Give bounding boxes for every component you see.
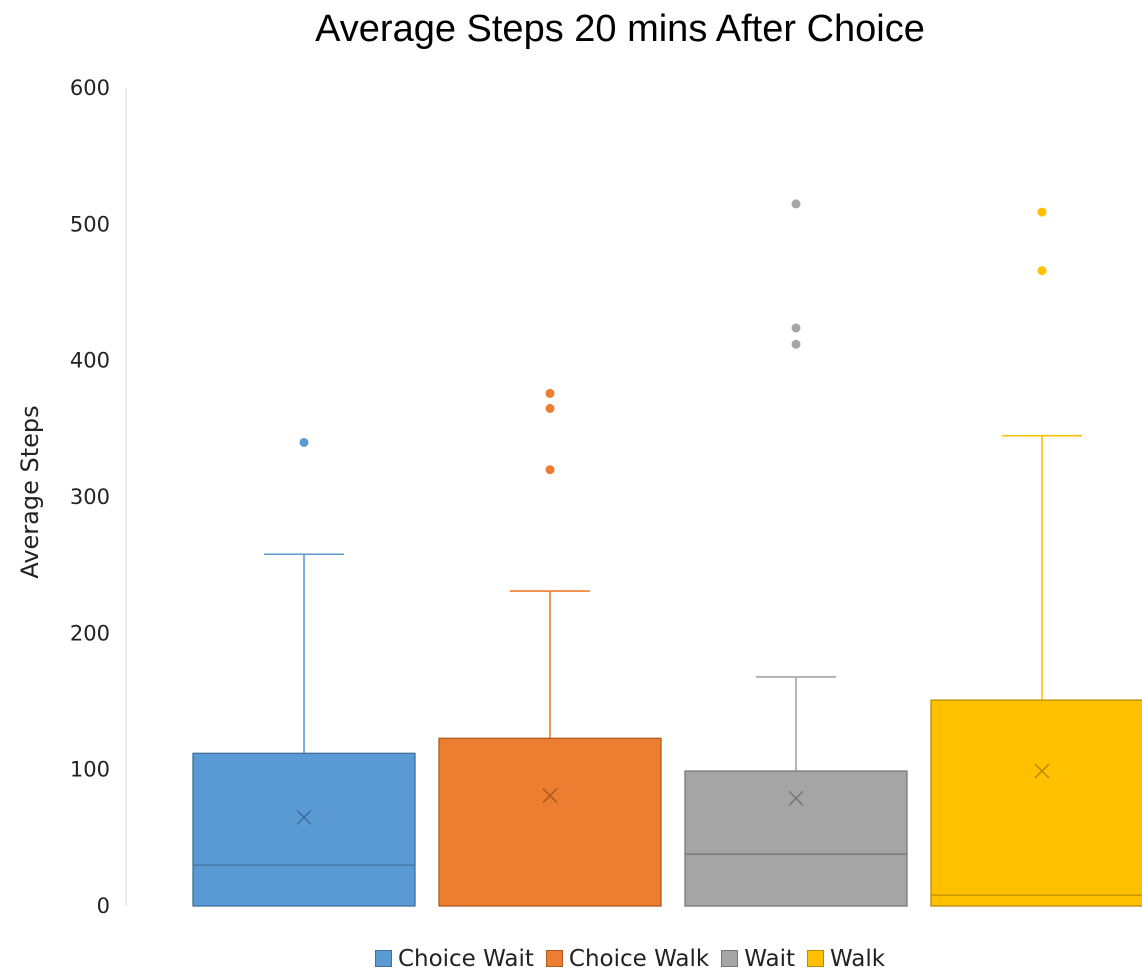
box-series [930, 207, 1142, 907]
chart-title: Average Steps 20 mins After Choice [315, 8, 925, 50]
legend: Choice Wait Choice Walk Wait Walk [0, 946, 1142, 972]
legend-label: Wait [744, 946, 795, 972]
y-tick-label: 100 [70, 758, 110, 782]
outlier-point [791, 339, 801, 349]
y-tick-label: 600 [70, 76, 110, 100]
legend-label: Choice Walk [568, 946, 710, 972]
y-tick-label: 500 [70, 212, 110, 236]
y-tick-label: 400 [70, 349, 110, 373]
outlier-point [299, 437, 309, 447]
y-tick-label: 200 [70, 621, 110, 645]
legend-swatch [721, 950, 739, 967]
interquartile-box [684, 770, 908, 907]
mean-marker [296, 809, 312, 825]
mean-marker [788, 790, 804, 806]
legend-item: Choice Wait [374, 946, 534, 972]
mean-marker [542, 788, 558, 804]
outlier-point [545, 403, 555, 413]
legend-item: Walk [806, 946, 886, 972]
box-plot: 0 100 200 300 400 500 600 [70, 76, 1142, 918]
interquartile-box [192, 752, 416, 907]
outlier-point [545, 465, 555, 475]
mean-marker [1034, 763, 1050, 779]
legend-label: Choice Wait [397, 946, 534, 972]
outlier-point [545, 388, 555, 398]
box-series [192, 437, 416, 907]
outlier-point [1037, 207, 1047, 217]
box-series [438, 388, 662, 907]
box-series [684, 199, 908, 907]
legend-swatch [545, 950, 563, 967]
legend-item: Wait [721, 946, 795, 972]
legend-item: Choice Walk [545, 946, 710, 972]
box-series-group [192, 199, 1142, 907]
legend-swatch [806, 950, 824, 967]
interquartile-box [930, 699, 1142, 907]
legend-swatch [374, 950, 392, 967]
outlier-point [1037, 266, 1047, 276]
interquartile-box [438, 737, 662, 907]
outlier-point [791, 199, 801, 209]
outlier-point [791, 323, 801, 333]
legend-label: Walk [829, 946, 886, 972]
y-tick-label: 0 [97, 894, 110, 918]
y-tick-label: 300 [70, 485, 110, 509]
y-axis: 0 100 200 300 400 500 600 [70, 76, 127, 918]
